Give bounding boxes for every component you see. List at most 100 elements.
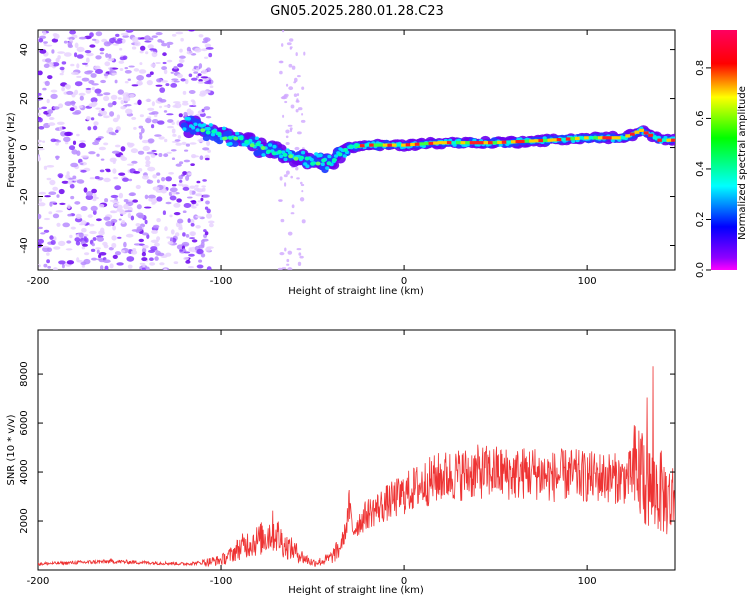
spectrogram-noise-blob [71, 149, 78, 155]
spectrogram-ridge-core [629, 132, 635, 136]
spectrogram-noise-blob [300, 181, 303, 185]
spectrogram-noise-blob [151, 202, 156, 205]
spectrogram-noise-blob [92, 141, 100, 146]
spectrogram-noise-blob [147, 107, 155, 111]
spectrogram-noise-blob [71, 71, 79, 75]
spectrogram-noise-blob [281, 267, 287, 270]
x-tick-label: 100 [578, 576, 597, 587]
spectrogram-noise-blob [84, 64, 89, 67]
spectrogram-noise-blob [205, 116, 212, 119]
spectrogram-ridge-core [648, 133, 654, 137]
spectrogram-ylabel: Frequency (Hz) [6, 112, 17, 188]
spectrogram-noise-blob [150, 63, 156, 68]
spectrogram-ridge-core [222, 136, 228, 141]
spectrogram-noise-blob [195, 225, 201, 229]
spectrogram-noise-blob [112, 101, 117, 106]
spectrogram-noise-blob [59, 66, 65, 71]
spectrogram-noise-blob [301, 113, 304, 116]
spectrogram-ridge-cell [285, 148, 290, 152]
spectrogram-noise-blob [124, 104, 132, 107]
spectrogram-noise-blob [131, 36, 139, 43]
spectrogram-noise-blob [115, 129, 119, 133]
spectrogram-noise-blob [144, 194, 149, 200]
spectrogram-noise-blob [114, 40, 123, 44]
spectrogram-noise-blob [99, 169, 105, 173]
spectrogram-ridge-core [657, 138, 663, 142]
spectrogram-noise-blob [291, 204, 295, 209]
spectrogram-noise-blob [145, 117, 152, 124]
spectrogram-noise-blob [161, 66, 168, 71]
spectrogram-noise-blob [139, 62, 143, 66]
spectrogram-ridge-core [359, 144, 365, 148]
spectrogram-ridge-cell [228, 142, 233, 146]
spectrogram-noise-blob [291, 65, 296, 70]
spectrogram-noise-blob [186, 108, 192, 114]
spectrogram-noise-blob [86, 191, 93, 197]
spectrogram-noise-blob [183, 159, 191, 163]
spectrogram-noise-blob [118, 60, 125, 64]
spectrogram-noise-blob [278, 60, 284, 64]
spectrogram-noise-blob [104, 265, 109, 270]
spectrogram-noise-blob [59, 126, 63, 131]
spectrogram-noise-blob [100, 79, 106, 84]
spectrogram-noise-blob [112, 43, 119, 46]
spectrogram-noise-blob [146, 179, 154, 184]
spectrogram-noise-blob [85, 57, 90, 63]
spectrogram-ridge-core [607, 136, 612, 140]
spectrogram-noise-blob [201, 108, 205, 113]
spectrogram-noise-blob [197, 200, 202, 203]
spectrogram-noise-blob [65, 141, 69, 145]
spectrogram-noise-blob [101, 108, 105, 111]
spectrogram-ridge-cell [272, 144, 277, 149]
spectrogram-noise-blob [204, 157, 210, 161]
spectrogram-ridge-core [343, 147, 348, 152]
spectrogram-ridge-core [428, 141, 434, 145]
spectrogram-ridge-core [620, 136, 626, 140]
spectrogram-noise-blob [138, 82, 143, 85]
spectrogram-noise-blob [80, 220, 87, 226]
spectrogram-noise-blob [156, 172, 161, 176]
spectrogram-ridge-core [570, 137, 576, 141]
spectrogram-noise-blob [156, 78, 163, 83]
spectrogram-noise-blob [118, 172, 126, 176]
spectrogram-noise-blob [136, 75, 145, 81]
spectrogram-noise-blob [196, 75, 199, 79]
spectrogram-noise-blob [116, 262, 124, 266]
spectrogram-noise-blob [38, 107, 43, 110]
colorbar-tick-label: 0.0 [695, 262, 706, 278]
spectrogram-noise-blob [38, 264, 41, 268]
spectrogram-ridge-core [492, 141, 498, 145]
spectrogram-noise-blob [112, 168, 117, 174]
spectrogram-noise-blob [156, 218, 161, 223]
spectrogram-noise-blob [133, 68, 140, 72]
spectrogram-noise-blob [120, 146, 126, 152]
spectrogram-noise-blob [158, 153, 163, 157]
spectrogram-noise-blob [103, 95, 110, 102]
spectrogram-noise-blob [127, 163, 135, 166]
spectrogram-ridge-core [465, 141, 471, 145]
spectrogram-noise-blob [92, 101, 98, 106]
spectrogram-noise-blob [165, 83, 170, 87]
colorbar: 0.0 0.2 0.4 0.6 0.8 Normalized spectral ampl… [695, 30, 748, 278]
spectrogram-ridge-core [552, 138, 558, 142]
spectrogram-noise-blob [81, 77, 90, 82]
spectrogram-noise-blob [301, 190, 304, 193]
spectrogram-noise-blob [294, 146, 300, 151]
spectrogram-noise-blob [56, 140, 61, 143]
spectrogram-noise-blob [120, 106, 127, 110]
spectrogram-noise-blob [144, 219, 148, 225]
spectrogram-noise-blob [105, 221, 113, 227]
spectrogram-noise-blob [42, 30, 47, 36]
spectrogram-noise-blob [98, 146, 106, 151]
spectrogram-ridge-core [556, 138, 562, 142]
spectrogram-noise-blob [112, 254, 118, 259]
spectrogram-noise-blob [70, 226, 76, 230]
spectrogram-noise-blob [149, 71, 154, 75]
spectrogram-noise-blob [173, 212, 181, 216]
spectrogram-noise-blob [94, 176, 100, 180]
spectrogram-noise-blob [76, 150, 81, 156]
spectrogram-noise-blob [135, 223, 141, 227]
spectrogram-noise-blob [182, 90, 187, 95]
spectrogram-ridge-cell [333, 154, 339, 158]
spectrogram-noise-blob [111, 242, 117, 249]
